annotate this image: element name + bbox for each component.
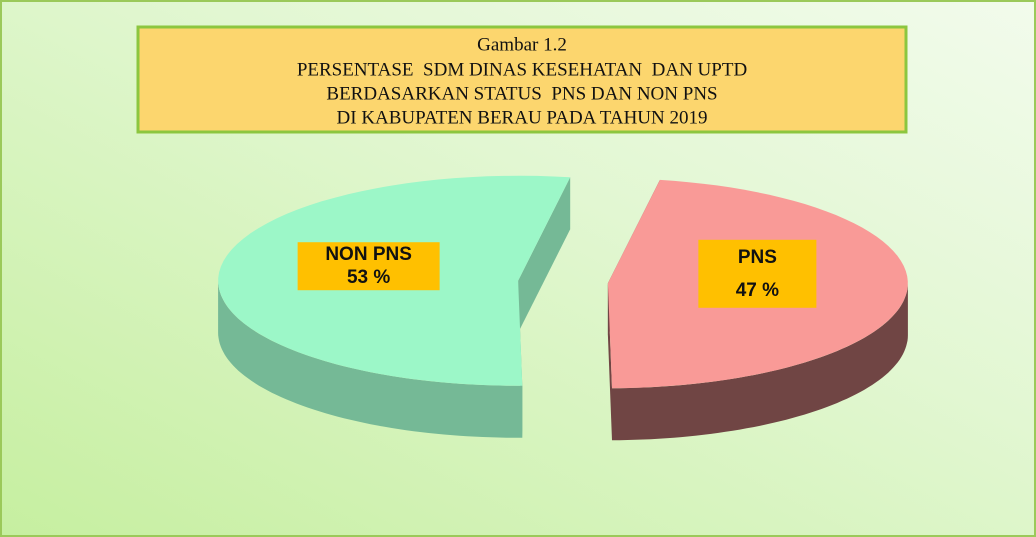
data-label: 53 % [347,267,390,288]
slice-side [218,280,523,438]
chart-title: DI KABUPATEN BERAU PADA TAHUN 2019 [337,107,708,128]
chart-title: BERDASARKAN STATUS PNS DAN NON PNS [326,83,717,104]
chart-title: Gambar 1.2 [477,34,567,55]
data-label: NON PNS [325,244,412,265]
slice-side [612,283,908,441]
title-box [136,25,908,134]
data-label: 47 % [736,280,779,301]
slice-cut-face [518,177,571,333]
label-box [698,239,817,308]
chart-title: PERSENTASE SDM DINAS KESEHATAN DAN UPTD [297,59,747,80]
label-box [297,242,440,291]
slice-cut-face [607,283,612,441]
data-label: PNS [738,247,777,268]
